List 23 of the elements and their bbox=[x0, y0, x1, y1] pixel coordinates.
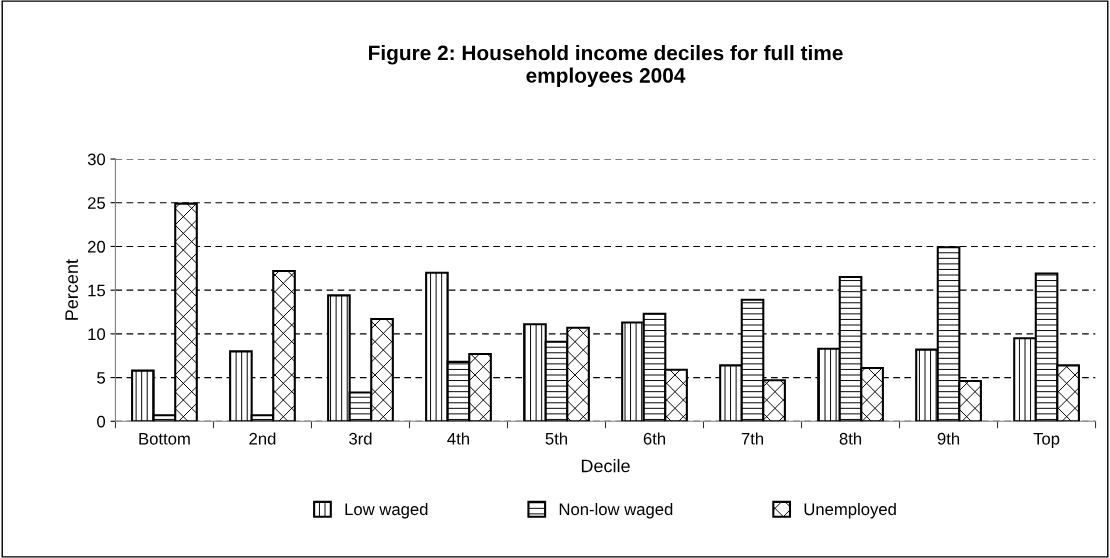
y-tick-label: 25 bbox=[88, 197, 106, 209]
x-tick-label: 6th bbox=[643, 432, 666, 445]
x-tick-label: 4th bbox=[447, 432, 469, 445]
x-tick-label: 3rd bbox=[349, 432, 372, 445]
x-tick-label: 8th bbox=[839, 432, 862, 445]
x-tick-label: Bottom bbox=[139, 433, 190, 445]
y-tick-label: 5 bbox=[97, 372, 106, 384]
x-tick-label: 2nd bbox=[249, 432, 276, 445]
y-axis-title: Percent bbox=[65, 259, 79, 320]
legend-label: Non-low waged bbox=[559, 502, 673, 519]
x-tick-label: Top bbox=[1033, 433, 1060, 448]
x-tick-label: 7th bbox=[741, 432, 764, 445]
y-tick-label: 15 bbox=[88, 284, 106, 297]
y-tick-label: 20 bbox=[88, 240, 106, 253]
y-tick-label: 10 bbox=[88, 328, 106, 341]
x-tick-label: 5th bbox=[545, 432, 567, 445]
legend-label: Low waged bbox=[345, 502, 428, 519]
y-tick-label: 30 bbox=[87, 153, 106, 166]
x-axis-title: Decile bbox=[581, 459, 630, 473]
chart-title: Figure 2: Household income deciles for full time employees 2004 bbox=[369, 45, 843, 87]
y-tick-label: 0 bbox=[97, 415, 106, 428]
x-tick-label: 9th bbox=[937, 432, 960, 445]
legend-label: Unemployed bbox=[804, 502, 896, 519]
